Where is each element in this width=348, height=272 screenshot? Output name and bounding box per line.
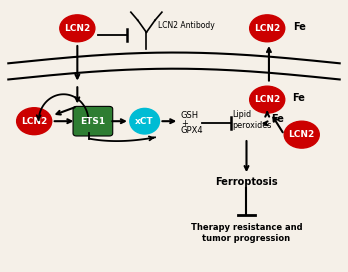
- Text: xCT: xCT: [135, 117, 154, 126]
- Ellipse shape: [250, 15, 285, 42]
- Ellipse shape: [60, 15, 95, 42]
- Text: ETS1: ETS1: [80, 117, 105, 126]
- Text: LCN2: LCN2: [254, 95, 280, 104]
- Text: Fe: Fe: [271, 114, 284, 124]
- Ellipse shape: [284, 121, 319, 148]
- Text: Therapy resistance and
tumor progression: Therapy resistance and tumor progression: [191, 224, 302, 243]
- Text: Lipid
peroxides: Lipid peroxides: [233, 110, 272, 129]
- Text: GSH: GSH: [181, 111, 199, 120]
- Text: LCN2: LCN2: [288, 130, 315, 139]
- FancyBboxPatch shape: [73, 106, 113, 136]
- Text: LCN2: LCN2: [64, 24, 90, 33]
- Text: LCN2 Antibody: LCN2 Antibody: [158, 21, 215, 30]
- Text: +: +: [181, 119, 188, 128]
- Text: Fe: Fe: [293, 22, 306, 32]
- Text: GPX4: GPX4: [181, 126, 204, 135]
- Text: LCN2: LCN2: [254, 24, 280, 33]
- Text: LCN2: LCN2: [21, 117, 47, 126]
- Ellipse shape: [17, 108, 52, 135]
- Ellipse shape: [250, 86, 285, 113]
- Ellipse shape: [130, 109, 159, 134]
- Text: Ferroptosis: Ferroptosis: [215, 177, 278, 187]
- Text: Fe: Fe: [292, 93, 305, 103]
